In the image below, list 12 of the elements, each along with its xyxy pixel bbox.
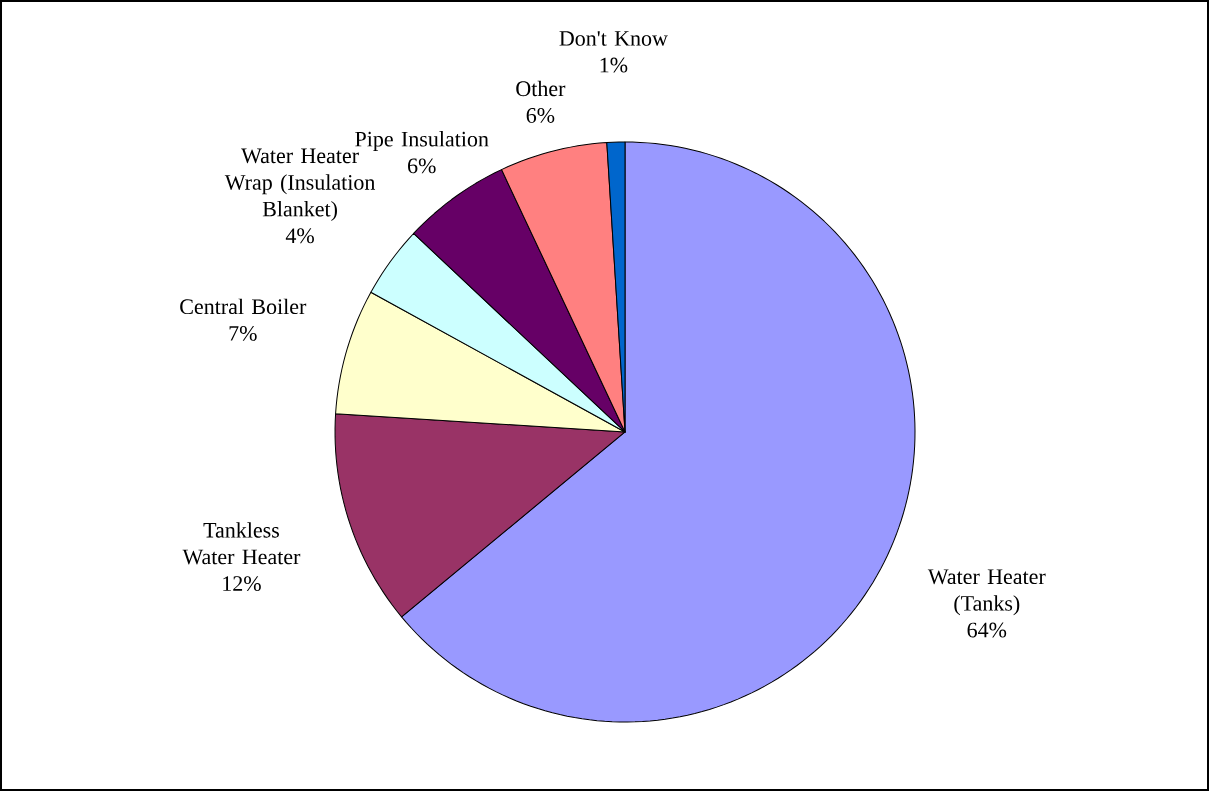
slice-label: Don't Know [559, 31, 668, 46]
data-label: 6% [526, 107, 555, 123]
slice-label: Other [516, 80, 566, 97]
data-label: 6% [408, 158, 436, 174]
data-label: 7% [229, 325, 257, 341]
data-label: 64% [967, 622, 1007, 638]
slice-label: Water Heater (Tanks) [927, 569, 1046, 616]
data-label: 1% [600, 57, 628, 73]
data-label: 4% [285, 228, 314, 244]
slice-label: Tankless Water Heater [182, 522, 301, 565]
data-label: 12% [223, 576, 261, 592]
slice-label: Central Boiler [180, 298, 307, 315]
